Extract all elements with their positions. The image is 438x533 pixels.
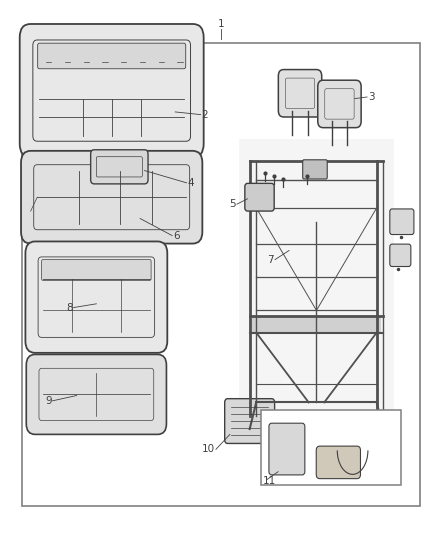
Bar	[22, 43, 420, 506]
Text: 9: 9	[45, 396, 52, 406]
Text: 10: 10	[202, 445, 215, 454]
Text: 5: 5	[229, 199, 236, 209]
FancyBboxPatch shape	[269, 423, 305, 475]
Text: 8: 8	[66, 303, 73, 312]
FancyBboxPatch shape	[225, 399, 275, 443]
FancyBboxPatch shape	[91, 150, 148, 184]
FancyBboxPatch shape	[390, 244, 411, 266]
Bar	[252, 316, 381, 333]
FancyBboxPatch shape	[42, 260, 151, 280]
FancyBboxPatch shape	[318, 80, 361, 127]
Text: 11: 11	[263, 477, 276, 486]
FancyBboxPatch shape	[21, 151, 202, 244]
Text: 7: 7	[267, 255, 274, 264]
Text: 4: 4	[187, 178, 194, 188]
FancyBboxPatch shape	[26, 354, 166, 434]
Text: 6: 6	[173, 231, 180, 240]
FancyBboxPatch shape	[279, 70, 321, 117]
FancyBboxPatch shape	[316, 446, 360, 479]
FancyBboxPatch shape	[303, 160, 327, 179]
Text: 3: 3	[368, 92, 374, 102]
FancyBboxPatch shape	[20, 24, 204, 157]
Bar	[261, 410, 401, 485]
FancyBboxPatch shape	[245, 183, 274, 211]
Text: 2: 2	[201, 110, 208, 119]
Bar	[239, 139, 394, 416]
FancyBboxPatch shape	[25, 241, 167, 353]
Text: 1: 1	[218, 19, 225, 29]
FancyBboxPatch shape	[38, 43, 186, 69]
FancyBboxPatch shape	[390, 209, 414, 235]
